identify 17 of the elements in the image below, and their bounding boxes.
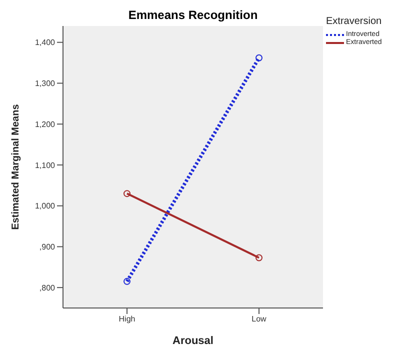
x-axis-title: Arousal	[172, 335, 214, 347]
chart-title: Emmeans Recognition	[127, 8, 259, 22]
point	[124, 278, 130, 285]
y-tick-label: ,800	[39, 283, 56, 292]
x-tick-label: High	[118, 314, 136, 324]
x-tick-label: Low	[252, 314, 267, 324]
y-tick-label: 1,300	[34, 79, 56, 88]
legend-title: Extraversion	[326, 16, 382, 27]
point	[124, 190, 130, 198]
y-tick-label: ,900	[39, 242, 56, 252]
y-axis-title: Estimated Marginal Means	[10, 104, 22, 230]
y-tick-label: 1,100	[34, 160, 56, 170]
y-tick-label: 1,200	[34, 120, 56, 129]
point	[256, 254, 262, 262]
y-tick-label: 1,000	[34, 202, 56, 211]
y-tick-label: 1,400	[34, 38, 56, 48]
point	[256, 54, 262, 62]
